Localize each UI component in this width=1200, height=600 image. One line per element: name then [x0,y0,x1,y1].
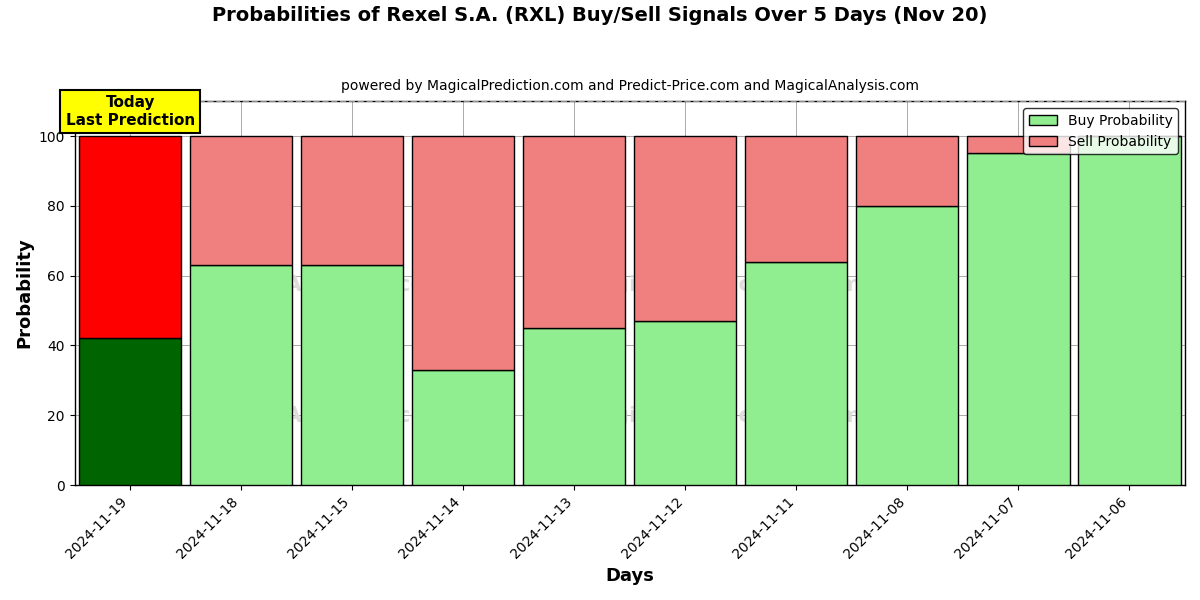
Bar [523,136,625,328]
Title: powered by MagicalPrediction.com and Predict-Price.com and MagicalAnalysis.com: powered by MagicalPrediction.com and Pre… [341,79,919,93]
Bar [967,136,1069,154]
Bar [190,265,293,485]
Bar [412,136,515,370]
Bar [635,136,737,321]
Text: MagicalAnalysis.com: MagicalAnalysis.com [188,406,450,426]
Bar [745,262,847,485]
Y-axis label: Probability: Probability [16,238,34,349]
Bar [301,265,403,485]
Bar [635,321,737,485]
Text: MagicalAnalysis.com: MagicalAnalysis.com [188,275,450,295]
Bar [301,136,403,265]
Text: Probabilities of Rexel S.A. (RXL) Buy/Sell Signals Over 5 Days (Nov 20): Probabilities of Rexel S.A. (RXL) Buy/Se… [212,6,988,25]
Bar [967,154,1069,485]
Bar [745,136,847,262]
Text: Today
Last Prediction: Today Last Prediction [66,95,194,128]
Text: MagicalPrediction.com: MagicalPrediction.com [576,275,862,295]
X-axis label: Days: Days [605,567,654,585]
Bar [190,136,293,265]
Bar [523,328,625,485]
Bar [79,136,181,338]
Bar [857,136,959,206]
Bar [79,338,181,485]
Bar [857,206,959,485]
Bar [412,370,515,485]
Legend: Buy Probability, Sell Probability: Buy Probability, Sell Probability [1024,108,1178,154]
Bar [1079,136,1181,485]
Text: MagicalPrediction.com: MagicalPrediction.com [576,406,862,426]
